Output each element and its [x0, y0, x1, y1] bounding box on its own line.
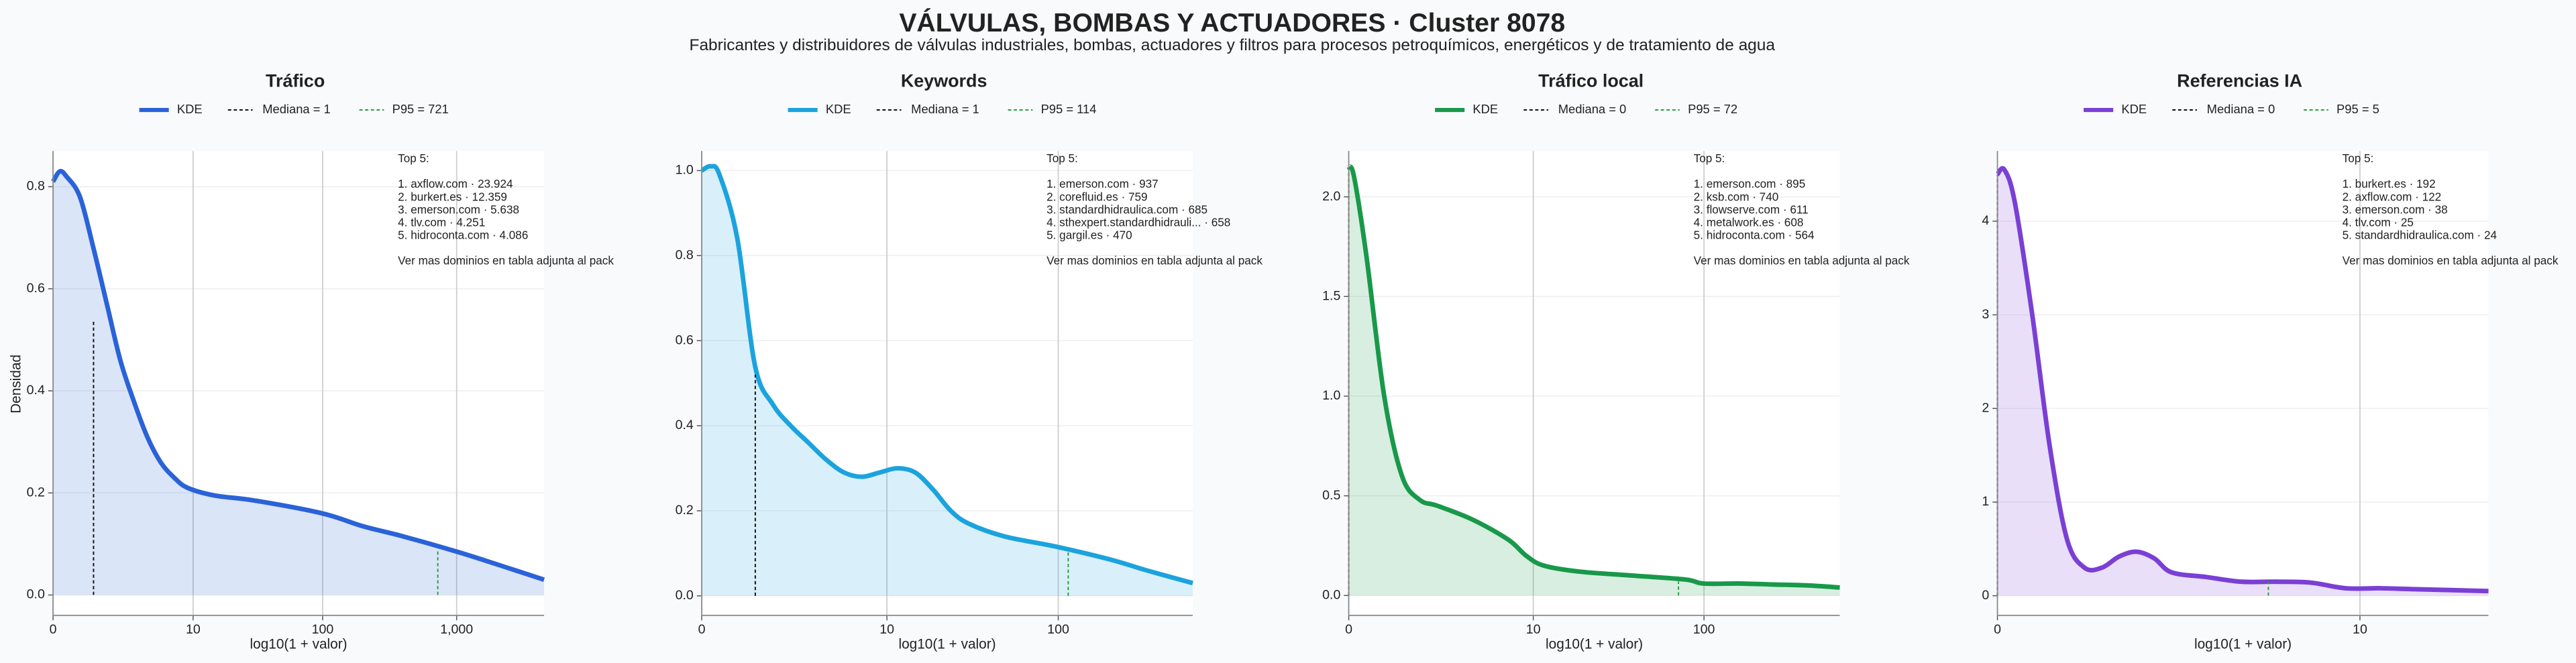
y-tick-label: 0.0: [676, 588, 694, 603]
x-tick-label: 10: [879, 622, 894, 637]
x-tick-label: 100: [312, 622, 334, 637]
chart-title: Tráfico local: [1538, 71, 1644, 91]
top5-note: Ver mas dominios en tabla adjunta al pac…: [2343, 254, 2559, 267]
y-tick-label: 0.8: [27, 179, 45, 194]
y-tick-label: 0.6: [27, 281, 45, 296]
y-tick-label: 0: [1982, 588, 1989, 603]
legend-label: P95 = 114: [1041, 102, 1097, 116]
legend-label: P95 = 72: [1688, 102, 1737, 116]
top5-heading: Top 5:: [1046, 152, 1078, 165]
x-axis-label: log10(1 + valor): [250, 637, 347, 652]
y-tick-label: 1.0: [676, 163, 694, 178]
plot-area: [702, 151, 1193, 616]
top5-heading: Top 5:: [2343, 152, 2374, 165]
y-tick-label: 2.0: [1322, 189, 1340, 204]
x-axis-label: log10(1 + valor): [2194, 637, 2292, 652]
x-axis-label: log10(1 + valor): [1546, 637, 1643, 652]
top5-item: 3. emerson.com · 5.638: [398, 202, 519, 216]
kde-area: [1348, 166, 1840, 596]
y-tick-label: 0.2: [676, 503, 694, 518]
top5-item: 1. emerson.com · 895: [1694, 177, 1806, 190]
kde-area: [702, 166, 1193, 596]
top5-item: 1. burkert.es · 192: [2343, 177, 2436, 190]
top5-item: 4. metalwork.es · 608: [1694, 215, 1804, 229]
top5-heading: Top 5:: [398, 152, 429, 165]
kde-line: [700, 164, 1193, 586]
y-tick-label: 1: [1982, 494, 1989, 509]
top5-note: Ver mas dominios en tabla adjunta al pac…: [1046, 254, 1263, 267]
x-axis-label: log10(1 + valor): [898, 637, 996, 652]
top5-item: 1. axflow.com · 23.924: [398, 177, 513, 190]
x-tick-label: 10: [1526, 622, 1541, 637]
plot-area: [1348, 151, 1840, 616]
y-tick-label: 0.0: [27, 587, 45, 602]
kde-line: [1995, 166, 2489, 594]
y-tick-label: 0.0: [1322, 587, 1340, 602]
x-tick-label: 0: [1345, 622, 1352, 637]
top5-item: 2. ksb.com · 740: [1694, 190, 1779, 203]
top5-item: 4. tlv.com · 4.251: [398, 215, 485, 229]
chart-title: Tráfico: [266, 71, 325, 91]
y-tick-label: 1.5: [1322, 288, 1340, 303]
page-title: VÁLVULAS, BOMBAS Y ACTUADORES · Cluster …: [899, 8, 1565, 38]
top5-item: 4. sthexpert.standardhidrauli... · 658: [1046, 215, 1230, 229]
top5-item: 2. burkert.es · 12.359: [398, 190, 507, 203]
legend-label: P95 = 721: [392, 102, 449, 116]
kde-line: [51, 168, 545, 582]
y-tick-label: 0.5: [1322, 488, 1340, 503]
y-tick-label: 4: [1982, 213, 1989, 228]
legend-label: Mediana = 0: [2207, 102, 2275, 116]
page-subtitle: Fabricantes y distribuidores de válvulas…: [690, 36, 1776, 54]
legend-label: KDE: [826, 102, 851, 116]
top5-item: 4. tlv.com · 25: [2343, 215, 2414, 229]
kde-area: [53, 171, 545, 595]
legend-label: KDE: [177, 102, 203, 116]
top5-item: 5. hidroconta.com · 564: [1694, 229, 1815, 242]
x-tick-label: 0: [698, 622, 706, 637]
kde-area: [1997, 168, 2489, 596]
kde-line: [1346, 164, 1840, 590]
x-tick-label: 100: [1047, 622, 1069, 637]
x-tick-label: 0: [50, 622, 57, 637]
legend-label: Mediana = 1: [911, 102, 979, 116]
y-tick-label: 3: [1982, 307, 1989, 322]
x-tick-label: 10: [186, 622, 201, 637]
top5-item: 3. standardhidraulica.com · 685: [1046, 202, 1208, 216]
x-tick-label: 1,000: [440, 622, 473, 637]
x-tick-label: 0: [1994, 622, 2001, 637]
legend-label: Mediana = 0: [1558, 102, 1627, 116]
legend-label: KDE: [2121, 102, 2147, 116]
y-tick-label: 2: [1982, 400, 1989, 415]
plot-area: [1997, 151, 2489, 616]
y-axis-label: Densidad: [9, 355, 24, 414]
top5-item: 5. hidroconta.com · 4.086: [398, 229, 528, 242]
top5-item: 2. axflow.com · 122: [2343, 190, 2442, 203]
top5-item: 3. flowserve.com · 611: [1694, 202, 1809, 216]
x-tick-label: 100: [1693, 622, 1715, 637]
chart-title: Referencias IA: [2177, 71, 2302, 91]
top5-item: 5. gargil.es · 470: [1046, 229, 1132, 242]
chart-title: Keywords: [901, 71, 987, 91]
top5-note: Ver mas dominios en tabla adjunta al pac…: [1694, 254, 1910, 267]
top5-item: 2. corefluid.es · 759: [1046, 190, 1147, 203]
y-tick-label: 0.8: [676, 247, 694, 262]
legend-label: P95 = 5: [2337, 102, 2379, 116]
plot-area: [53, 151, 545, 616]
legend-label: KDE: [1472, 102, 1498, 116]
legend-label: Mediana = 1: [262, 102, 331, 116]
top5-item: 5. standardhidraulica.com · 24: [2343, 229, 2498, 242]
top5-note: Ver mas dominios en tabla adjunta al pac…: [398, 254, 614, 267]
y-tick-label: 0.4: [27, 383, 45, 398]
top5-heading: Top 5:: [1694, 152, 1725, 165]
x-tick-label: 10: [2353, 622, 2367, 637]
y-tick-label: 0.4: [676, 418, 694, 432]
y-tick-label: 0.2: [27, 485, 45, 499]
top5-item: 1. emerson.com · 937: [1046, 177, 1159, 190]
y-tick-label: 1.0: [1322, 388, 1340, 403]
y-tick-label: 0.6: [676, 333, 694, 347]
top5-item: 3. emerson.com · 38: [2343, 202, 2448, 216]
